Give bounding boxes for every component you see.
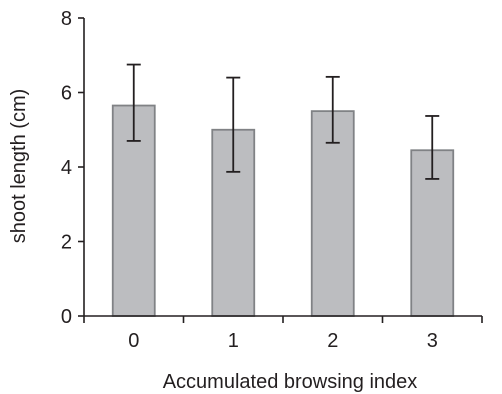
x-tick-label-0: 0	[128, 330, 139, 352]
y-tick-label-6: 6	[61, 83, 72, 105]
y-axis-title: shoot length (cm)	[8, 89, 30, 244]
y-tick-label-2: 2	[61, 232, 72, 254]
y-tick-label-8: 8	[61, 8, 72, 30]
x-tick-label-2: 2	[327, 330, 338, 352]
x-tick-label-3: 3	[427, 330, 438, 352]
bar-3	[410, 149, 455, 317]
x-tick-label-1: 1	[228, 330, 239, 352]
plot-area: 0 2 4 6 8 0 1 2 3	[61, 8, 483, 352]
x-axis-title: Accumulated browsing index	[163, 371, 418, 393]
y-tick-label-0: 0	[61, 306, 72, 328]
y-tick-label-4: 4	[61, 157, 72, 179]
